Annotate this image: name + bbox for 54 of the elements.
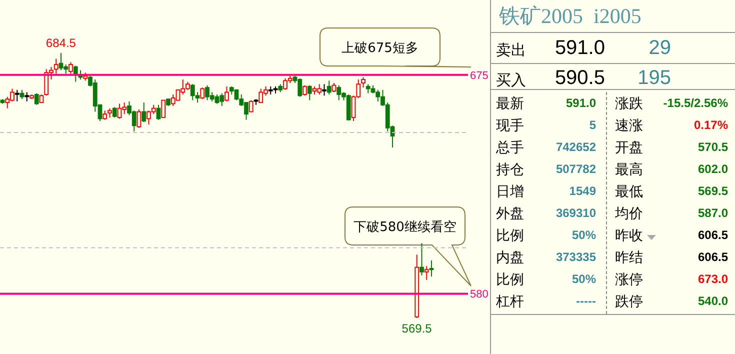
ref-line-label: 580 (470, 288, 488, 301)
text: 606.5 (698, 250, 728, 264)
text: 569.5 (698, 184, 728, 198)
annotation: 684.5 (46, 36, 76, 50)
text: 昨收 (615, 227, 643, 245)
text: 369310 (556, 206, 596, 220)
text: 570.5 (698, 140, 728, 154)
text: 卖出 (496, 41, 526, 60)
text: ----- (576, 294, 596, 308)
text: 591.0 (566, 96, 596, 110)
text: 昨结 (615, 249, 643, 267)
text: 买入 (496, 71, 526, 90)
text: 铁矿2005 i2005 (499, 3, 642, 30)
text: 742652 (556, 140, 596, 154)
text: 外盘 (496, 205, 524, 223)
text: 590.5 (554, 67, 605, 90)
text: 涨停 (615, 271, 643, 289)
text: 总手 (496, 139, 524, 157)
text: 持仓 (496, 161, 524, 179)
text: 606.5 (698, 228, 728, 242)
text: 540.0 (698, 294, 728, 308)
text: 比例 (496, 227, 524, 245)
text: 507782 (556, 162, 596, 176)
text: 50% (572, 272, 596, 286)
text: 50% (572, 228, 596, 242)
text: 最低 (615, 183, 643, 201)
text: 最新 (496, 95, 524, 113)
text: 比例 (496, 271, 524, 289)
text: 均价 (615, 205, 643, 223)
text: 内盘 (496, 249, 524, 267)
text: 速涨 (615, 117, 643, 135)
text: 涨跌 (615, 95, 643, 113)
text: 673.0 (698, 272, 728, 286)
ref-line-label: 675 (470, 70, 488, 82)
annotation: 下破580继续看空 (354, 220, 456, 235)
text: 195 (638, 67, 671, 90)
text: 1549 (569, 184, 596, 198)
text: 29 (648, 37, 671, 60)
text: 开盘 (615, 139, 643, 157)
annotation: 上破675短多 (342, 41, 418, 56)
text: 373335 (556, 250, 596, 264)
text: 587.0 (698, 206, 728, 220)
text: 5 (589, 118, 596, 132)
candlestick (429, 260, 434, 278)
text: 杠杆 (496, 293, 524, 311)
text: 0.17% (694, 118, 728, 132)
annotation: 569.5 (402, 322, 432, 336)
text: 日增 (496, 183, 524, 201)
text: 跌停 (615, 293, 643, 311)
text: 现手 (496, 117, 524, 135)
text: 591.0 (554, 37, 605, 60)
text: 602.0 (698, 162, 728, 176)
text: 最高 (615, 161, 643, 179)
text: -15.5/2.56% (663, 96, 728, 110)
